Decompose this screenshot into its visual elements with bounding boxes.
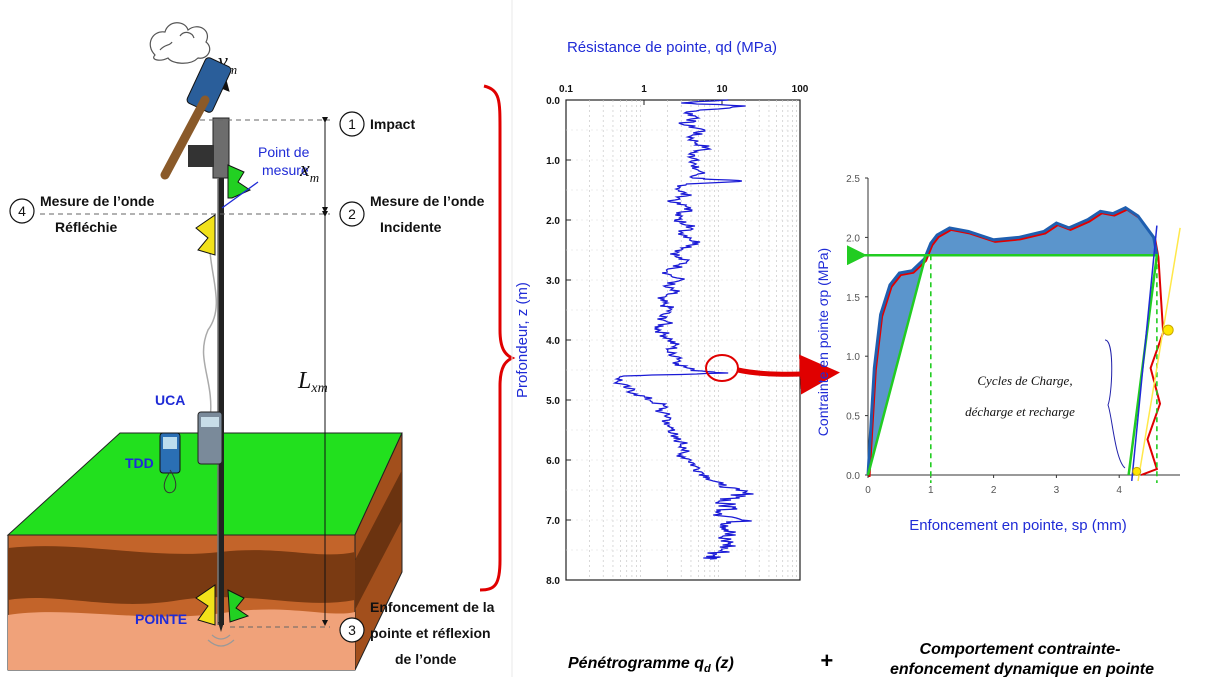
cone-tip	[218, 622, 224, 632]
penetro-y-tick-label: 2.0	[546, 216, 560, 227]
step-3: 3 Enfoncement de la pointe et réflexion …	[339, 599, 495, 667]
penetro-y-tick-label: 6.0	[546, 456, 560, 467]
behaviour-caption-1: Comportement contrainte-	[920, 641, 1121, 658]
svg-text:Réfléchie: Réfléchie	[55, 219, 117, 235]
soil-layer-dark	[8, 546, 355, 604]
step-4: 4 Mesure de l’onde Réfléchie	[9, 193, 155, 235]
penetro-y-tick-label: 8.0	[546, 576, 560, 587]
penetro-x-tick-label: 1	[641, 84, 647, 95]
highlight-arrow	[737, 354, 840, 395]
red-bracket	[479, 84, 516, 592]
uca-label: UCA	[155, 392, 185, 408]
hammer-icon	[160, 57, 232, 180]
penetro-y-tick-label: 3.0	[546, 276, 560, 287]
penetro-x-tick-label: 10	[716, 84, 728, 95]
cable	[202, 219, 217, 421]
penetro-x-tick-label: 100	[792, 84, 809, 95]
stress-x-tick-label: 0	[865, 485, 871, 496]
svg-text:2: 2	[348, 206, 356, 222]
stress-y-tick-label: 1.0	[846, 352, 860, 363]
stress-y-ticks: 0.0 0.5 1.0 1.5 2.0 2.5	[846, 174, 868, 482]
pointe-label: POINTE	[135, 611, 187, 627]
stress-reference-lines	[847, 225, 1181, 483]
xm-label: xm	[299, 156, 319, 185]
tdd-label: TDD	[125, 455, 154, 471]
svg-text:pointe et réflexion: pointe et réflexion	[370, 625, 491, 641]
soil-layer-light	[8, 609, 355, 670]
sensor-box	[188, 145, 214, 167]
step-1: 1 Impact	[339, 111, 415, 137]
stress-y-tick-label: 2.0	[846, 233, 860, 244]
cloud-icon	[149, 22, 211, 64]
soil-layer-side-band	[355, 470, 402, 610]
measure-point-label-1: Point de	[258, 144, 310, 160]
svg-text:de l’onde: de l’onde	[395, 651, 457, 667]
stress-x-ticks: 0 1 2 3 4	[865, 475, 1122, 496]
qd-series-line	[612, 99, 754, 560]
penetro-y-tick-label: 7.0	[546, 516, 560, 527]
penetro-title: Résistance de pointe, qd (MPa)	[567, 39, 777, 56]
penetro-grid	[566, 100, 800, 580]
svg-text:Enfoncement de la: Enfoncement de la	[370, 599, 495, 615]
penetrogram-chart: Résistance de pointe, qd (MPa) 0.1 1 10 100…	[514, 39, 840, 587]
origin-point-marker	[1132, 466, 1142, 476]
plus-sign: +	[820, 648, 833, 673]
anvil	[212, 117, 230, 179]
measure-point-pointer	[221, 181, 259, 209]
stress-ylabel: Contrainte en pointe σp (MPa)	[815, 248, 831, 436]
stress-x-tick-label: 1	[928, 485, 934, 496]
cycles-annotation-1: Cycles de Charge,	[977, 373, 1072, 388]
stress-y-tick-label: 0.0	[846, 471, 860, 482]
cycles-annotation-2: décharge et recharge	[965, 404, 1075, 419]
stress-x-tick-label: 4	[1116, 485, 1122, 496]
stress-chart: 0.0 0.5 1.0 1.5 2.0 2.5 0 1 2 3 4 Contrainte en p…	[815, 174, 1181, 534]
penetrometer-illustration: vm UCA TDD POINTE Point de mesure	[6, 22, 516, 671]
stress-y-tick-label: 1.5	[846, 293, 860, 304]
penetro-y-tick-label: 1.0	[546, 156, 560, 167]
penetro-y-tick-label: 5.0	[546, 396, 560, 407]
svg-text:3: 3	[348, 622, 356, 638]
reloading-stiffness-line	[1137, 227, 1181, 482]
stress-y-tick-label: 0.5	[846, 412, 860, 423]
svg-text:4: 4	[18, 203, 26, 219]
tip-wave-yellow-icon	[195, 584, 216, 626]
wave-rings	[207, 634, 235, 647]
penetro-y-ticks: 0.0 1.0 2.0 3.0 4.0 5.0 6.0 7.0 8.0	[546, 96, 571, 587]
cycles-brace	[1104, 339, 1126, 469]
highlight-ellipse	[705, 354, 739, 382]
stress-y-tick-label: 2.5	[846, 174, 860, 185]
svg-text:Incidente: Incidente	[380, 219, 442, 235]
stress-series-line	[866, 205, 1159, 476]
svg-text:Impact: Impact	[370, 116, 415, 132]
step-2: 2 Mesure de l’onde Incidente	[339, 193, 485, 235]
lxm-label: Lxm	[297, 368, 328, 396]
svg-text:Mesure de l’onde: Mesure de l’onde	[40, 193, 155, 209]
penetro-ylabel: Profondeur, z (m)	[514, 282, 531, 398]
behaviour-caption-2: enfoncement dynamique en pointe	[890, 661, 1154, 677]
penetro-y-tick-label: 0.0	[546, 96, 560, 107]
stress-area-fill	[868, 207, 1157, 475]
reflected-wave-icon	[195, 214, 216, 256]
penetrogram-caption: Pénétrogramme qd (z)	[568, 655, 734, 675]
svg-text:Mesure de l’onde: Mesure de l’onde	[370, 193, 485, 209]
reload-point-marker	[1162, 324, 1174, 336]
penetro-y-tick-label: 4.0	[546, 336, 560, 347]
unloading-stiffness-line	[1131, 225, 1158, 482]
tip-wave-green-icon	[227, 589, 250, 623]
stress-xlabel: Enfoncement en pointe, sp (mm)	[909, 517, 1127, 534]
incident-wave-icon	[227, 164, 252, 199]
velocity-label: vm	[218, 48, 237, 77]
svg-text:1: 1	[348, 116, 356, 132]
stress-x-tick-label: 3	[1054, 485, 1060, 496]
penetro-x-tick-label: 0.1	[559, 84, 573, 95]
measure-point-label-2: mesure	[262, 162, 309, 178]
stress-x-tick-label: 2	[991, 485, 997, 496]
